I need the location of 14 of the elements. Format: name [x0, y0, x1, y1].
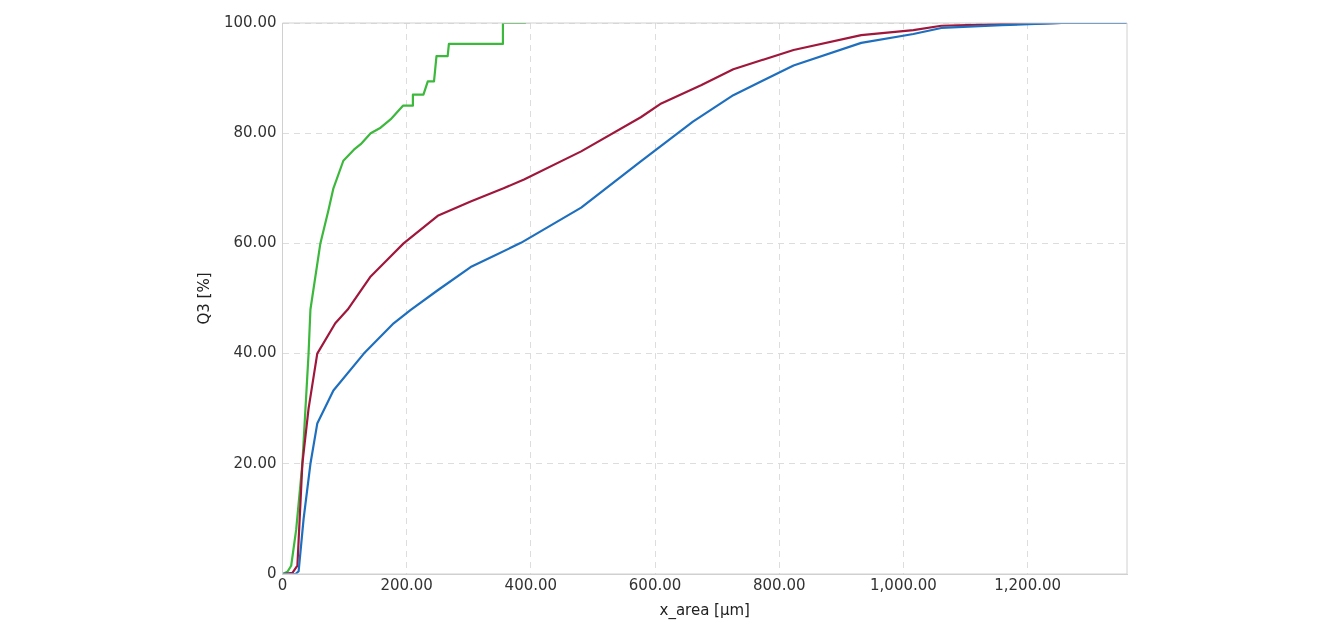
y-tick-label: 100.00 [223, 12, 277, 31]
x-tick-label: 400.00 [504, 575, 558, 594]
x-tick-label: 1,200.00 [994, 575, 1062, 594]
x-axis-title: x_area [µm] [659, 600, 750, 620]
x-tick-label: 1,000.00 [870, 575, 937, 594]
y-tick-label: 20.00 [233, 453, 277, 472]
x-tick-label: 600.00 [628, 575, 682, 594]
y-tick-label: 60.00 [233, 233, 277, 252]
y-tick-label: 40.00 [233, 343, 277, 362]
y-axis-title: Q3 [%] [194, 272, 213, 325]
x-tick-label: 800.00 [753, 575, 806, 594]
y-tick-label: 80.00 [233, 123, 277, 142]
x-tick-label: 200.00 [380, 575, 433, 594]
y-tick-label: 0 [266, 563, 277, 582]
